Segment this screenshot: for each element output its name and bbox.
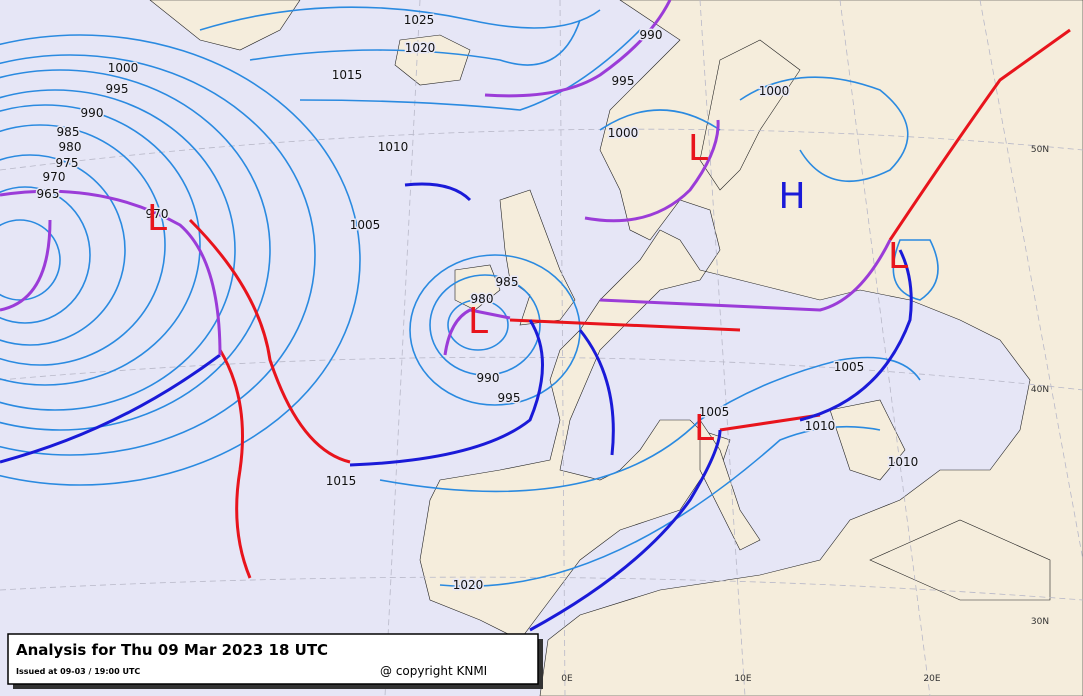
- issued: Issued at 09-03 / 19:00 UTC: [16, 667, 140, 676]
- isobar-label: 1005: [834, 360, 865, 374]
- pressure-center: L: [888, 236, 908, 277]
- pressure-center: L: [688, 128, 708, 169]
- isobar-label: 1010: [888, 455, 919, 469]
- isobar-label: 970: [146, 207, 169, 221]
- isobar-label: 1015: [332, 68, 363, 82]
- isobar-label: 970: [43, 170, 66, 184]
- isobar-label: 995: [498, 391, 521, 405]
- isobar-label: 980: [471, 292, 494, 306]
- title: Analysis for Thu 09 Mar 2023 18 UTC: [16, 641, 328, 659]
- isobar-label: 975: [56, 156, 79, 170]
- isobar-label: 965: [37, 187, 60, 201]
- land: [149, 0, 1083, 696]
- fronts: [0, 0, 1071, 632]
- isobar-label: 1000: [759, 84, 790, 98]
- isobar-label: 990: [81, 106, 104, 120]
- isobar-label: 1025: [404, 13, 435, 27]
- graticule-label: 10E: [734, 674, 751, 684]
- isobar-label: 995: [612, 74, 635, 88]
- isobar-label: 1015: [326, 474, 357, 488]
- graticule-label: 0E: [561, 674, 573, 684]
- isobar-label: 1010: [378, 140, 409, 154]
- isobar-label: 990: [477, 371, 500, 385]
- isobar-label: 990: [640, 28, 663, 42]
- isobars: [0, 6, 939, 588]
- graticule-label: 50N: [1031, 145, 1049, 155]
- pressure-center: L: [468, 301, 488, 342]
- isobar-label: 1005: [699, 405, 730, 419]
- graticule-label: 30N: [1031, 617, 1049, 627]
- pressure-center: L: [694, 408, 714, 449]
- isobar-label: 1000: [108, 61, 139, 75]
- pressure-center: H: [778, 176, 805, 217]
- copyright: @ copyright KNMI: [380, 664, 487, 678]
- isobar-label: 985: [57, 125, 80, 139]
- graticule-label: 20E: [923, 674, 940, 684]
- isobar-label: 995: [106, 82, 129, 96]
- isobar-label: 985: [496, 275, 519, 289]
- isobar-label: 1020: [405, 41, 436, 55]
- graticule-label: 40N: [1031, 385, 1049, 395]
- pressure-center: L: [147, 198, 167, 239]
- isobar-label: 980: [59, 140, 82, 154]
- isobar-label: 1020: [453, 578, 484, 592]
- isobar-label: 1000: [608, 126, 639, 140]
- isobar-label: 1010: [805, 419, 836, 433]
- title-box: [7, 633, 539, 685]
- isobar-label: 1005: [350, 218, 381, 232]
